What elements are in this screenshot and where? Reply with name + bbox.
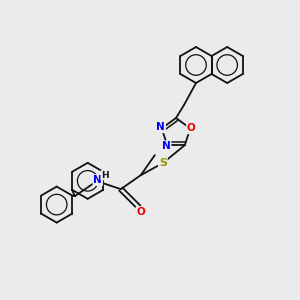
Text: S: S: [159, 158, 167, 168]
Text: O: O: [136, 207, 145, 217]
Text: N: N: [156, 122, 165, 132]
Text: N: N: [162, 141, 171, 151]
Text: H: H: [101, 171, 109, 180]
Text: O: O: [187, 123, 196, 134]
Text: N: N: [93, 175, 102, 185]
